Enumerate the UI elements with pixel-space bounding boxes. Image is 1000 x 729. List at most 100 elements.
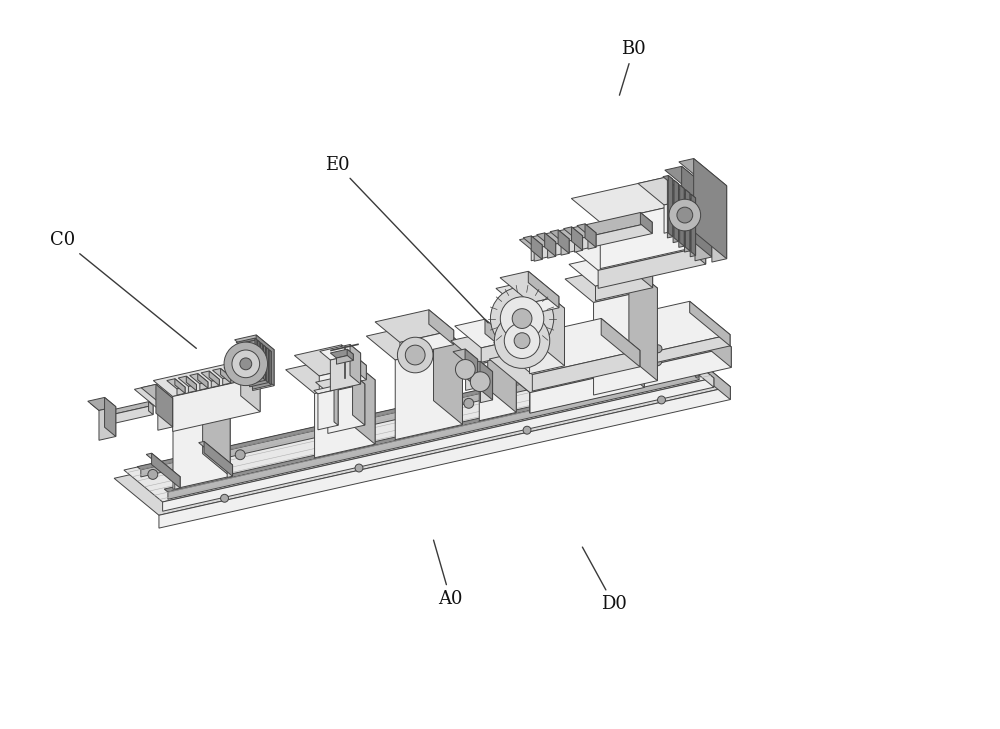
Polygon shape — [235, 363, 254, 373]
Polygon shape — [481, 341, 511, 362]
Polygon shape — [141, 350, 672, 477]
Polygon shape — [577, 224, 596, 235]
Text: D0: D0 — [582, 547, 627, 613]
Polygon shape — [341, 345, 366, 380]
Polygon shape — [167, 379, 185, 389]
Polygon shape — [114, 350, 730, 515]
Polygon shape — [124, 346, 714, 502]
Polygon shape — [663, 176, 673, 180]
Polygon shape — [686, 195, 696, 199]
Polygon shape — [319, 365, 366, 390]
Polygon shape — [134, 373, 238, 413]
Circle shape — [221, 494, 228, 502]
Polygon shape — [203, 384, 230, 476]
Circle shape — [355, 464, 363, 472]
Polygon shape — [168, 373, 699, 499]
Polygon shape — [668, 176, 673, 237]
Circle shape — [587, 360, 595, 368]
Polygon shape — [465, 349, 478, 388]
Polygon shape — [479, 356, 516, 421]
Polygon shape — [137, 347, 672, 469]
Polygon shape — [105, 397, 116, 437]
Polygon shape — [453, 349, 478, 362]
Polygon shape — [334, 386, 338, 425]
Polygon shape — [669, 176, 698, 246]
Polygon shape — [567, 220, 706, 270]
Polygon shape — [250, 349, 268, 387]
Polygon shape — [316, 374, 365, 392]
Polygon shape — [668, 176, 694, 227]
Polygon shape — [90, 400, 115, 412]
Circle shape — [512, 308, 532, 329]
Polygon shape — [604, 333, 644, 388]
Circle shape — [490, 287, 554, 350]
Polygon shape — [255, 338, 257, 373]
Polygon shape — [164, 370, 699, 492]
Polygon shape — [101, 408, 115, 437]
Polygon shape — [178, 376, 196, 386]
Polygon shape — [468, 362, 493, 375]
Polygon shape — [690, 301, 730, 346]
Polygon shape — [667, 179, 673, 238]
Polygon shape — [261, 343, 263, 378]
Polygon shape — [156, 384, 173, 427]
Polygon shape — [640, 212, 652, 233]
Polygon shape — [347, 349, 353, 360]
Polygon shape — [141, 384, 173, 402]
Polygon shape — [690, 198, 696, 257]
Polygon shape — [146, 453, 180, 478]
Polygon shape — [664, 198, 694, 233]
Polygon shape — [545, 233, 556, 257]
Polygon shape — [523, 236, 542, 247]
Polygon shape — [675, 346, 714, 387]
Polygon shape — [246, 372, 254, 380]
Polygon shape — [294, 345, 366, 376]
Polygon shape — [177, 387, 185, 395]
Polygon shape — [674, 180, 678, 241]
Polygon shape — [572, 227, 583, 250]
Polygon shape — [239, 340, 260, 346]
Circle shape — [500, 297, 544, 340]
Circle shape — [523, 426, 531, 434]
Polygon shape — [353, 374, 365, 425]
Circle shape — [586, 324, 594, 332]
Polygon shape — [208, 373, 238, 406]
Polygon shape — [668, 347, 672, 357]
Circle shape — [464, 398, 474, 408]
Circle shape — [494, 313, 550, 368]
Polygon shape — [491, 301, 730, 379]
Polygon shape — [532, 335, 730, 391]
Polygon shape — [232, 366, 242, 381]
Circle shape — [235, 450, 245, 460]
Text: C0: C0 — [50, 231, 196, 348]
Polygon shape — [674, 220, 706, 264]
Polygon shape — [198, 373, 208, 388]
Circle shape — [397, 338, 433, 373]
Polygon shape — [489, 333, 644, 393]
Polygon shape — [680, 185, 684, 246]
Polygon shape — [519, 212, 652, 249]
Polygon shape — [569, 252, 653, 286]
Circle shape — [504, 323, 540, 359]
Polygon shape — [485, 319, 511, 356]
Polygon shape — [107, 402, 153, 415]
Polygon shape — [158, 398, 173, 430]
Polygon shape — [286, 356, 375, 394]
Polygon shape — [574, 236, 583, 252]
Polygon shape — [238, 340, 257, 378]
Polygon shape — [537, 233, 556, 243]
Polygon shape — [105, 400, 115, 434]
Circle shape — [405, 345, 425, 365]
Polygon shape — [350, 345, 361, 384]
Polygon shape — [201, 371, 219, 381]
Polygon shape — [674, 185, 684, 190]
Polygon shape — [99, 407, 116, 440]
Polygon shape — [149, 402, 153, 415]
Circle shape — [669, 199, 701, 231]
Polygon shape — [530, 308, 565, 374]
Polygon shape — [531, 236, 542, 260]
Polygon shape — [173, 377, 260, 432]
Polygon shape — [211, 379, 219, 387]
Polygon shape — [695, 191, 712, 261]
Text: A0: A0 — [434, 540, 463, 608]
